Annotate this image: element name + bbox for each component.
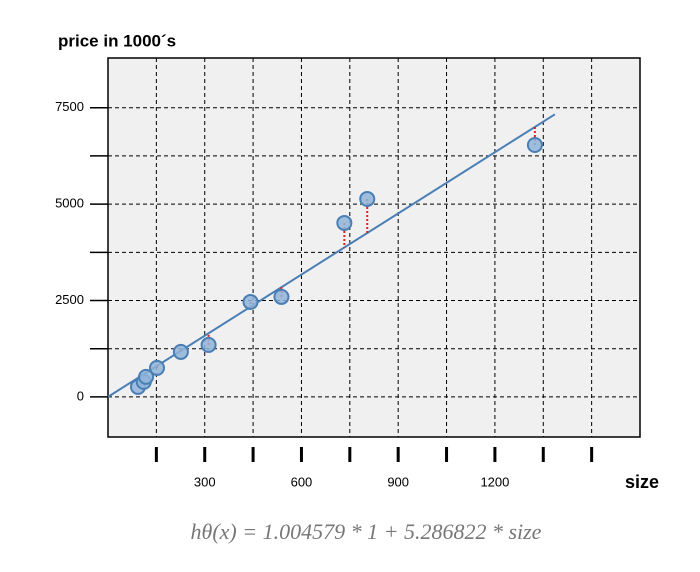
data-point: [526, 136, 543, 153]
y-tick-label: 0: [77, 388, 84, 403]
data-point: [273, 288, 290, 305]
data-point: [242, 293, 259, 310]
x-tick-label: 1200: [480, 474, 509, 489]
y-tick-label: 5000: [55, 196, 84, 211]
x-tick-label: 300: [194, 474, 216, 489]
x-axis-label: size: [625, 472, 659, 492]
y-tick-label: 2500: [55, 292, 84, 307]
data-point: [138, 368, 155, 385]
y-tick-label: 7500: [55, 99, 84, 114]
data-point: [359, 190, 376, 207]
data-point: [200, 336, 217, 353]
x-tick-label: 600: [291, 474, 313, 489]
data-point: [336, 214, 353, 231]
data-point: [149, 359, 166, 376]
formula: hθ(x) = 1.004579 * 1 + 5.286822 * size: [191, 519, 542, 544]
x-tick-label: 900: [387, 474, 409, 489]
plot-area: [107, 57, 641, 438]
y-axis-label: price in 1000´s: [58, 31, 176, 50]
data-point: [172, 343, 189, 360]
